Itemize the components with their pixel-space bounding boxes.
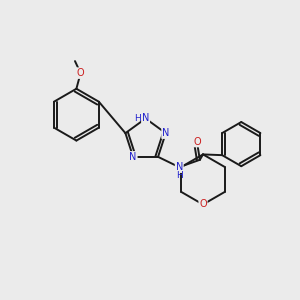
Text: N: N xyxy=(176,162,183,172)
Text: O: O xyxy=(199,200,207,209)
Text: O: O xyxy=(193,136,201,146)
Text: H: H xyxy=(134,114,141,123)
Text: N: N xyxy=(162,128,169,138)
Text: O: O xyxy=(77,68,84,78)
Text: N: N xyxy=(142,113,149,124)
Text: N: N xyxy=(129,152,137,162)
Text: H: H xyxy=(176,171,183,180)
